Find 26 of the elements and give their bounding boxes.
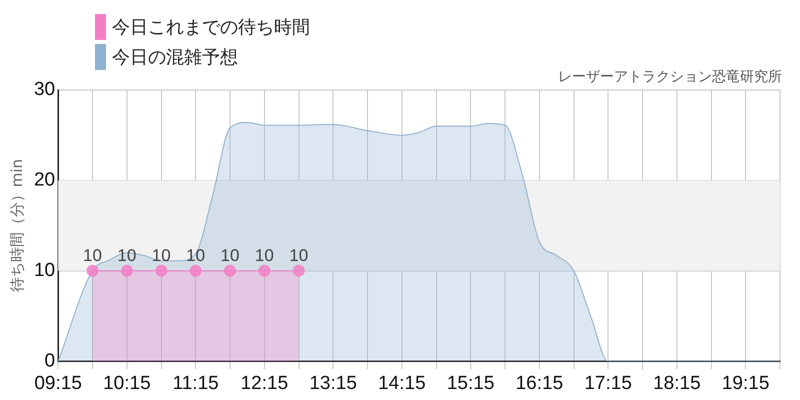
x-tick-label: 12:15 (240, 372, 288, 394)
x-tick-label: 19:15 (722, 372, 770, 394)
y-axis-title: 待ち時間（分）min (8, 158, 26, 292)
legend-label: 今日これまでの待ち時間 (112, 16, 310, 39)
x-tick-label: 09:15 (34, 372, 82, 394)
x-tick-label: 14:15 (378, 372, 426, 394)
y-tick-label: 0 (44, 350, 56, 372)
x-tick-label: 16:15 (516, 372, 564, 394)
x-tick-label: 17:15 (584, 372, 632, 394)
data-label: 10 (254, 246, 274, 265)
data-label: 10 (220, 246, 240, 265)
data-label: 10 (289, 246, 308, 265)
data-label: 10 (152, 246, 171, 265)
x-tick-label: 10:15 (103, 372, 151, 394)
chart-subtitle: レーザーアトラクション恐竜研究所 (558, 68, 782, 86)
x-tick-label: 18:15 (653, 372, 701, 394)
x-tick-label: 13:15 (309, 372, 357, 394)
y-tick-label: 30 (34, 79, 56, 100)
y-tick-label: 20 (34, 170, 56, 191)
data-label: 10 (186, 246, 206, 265)
legend-label: 今日の混雑予想 (112, 46, 238, 69)
data-label: 10 (117, 246, 136, 265)
x-tick-label: 11:15 (172, 372, 219, 394)
y-tick-label: 10 (34, 260, 56, 282)
x-tick-label: 15:15 (446, 372, 494, 394)
data-label: 10 (83, 246, 102, 265)
